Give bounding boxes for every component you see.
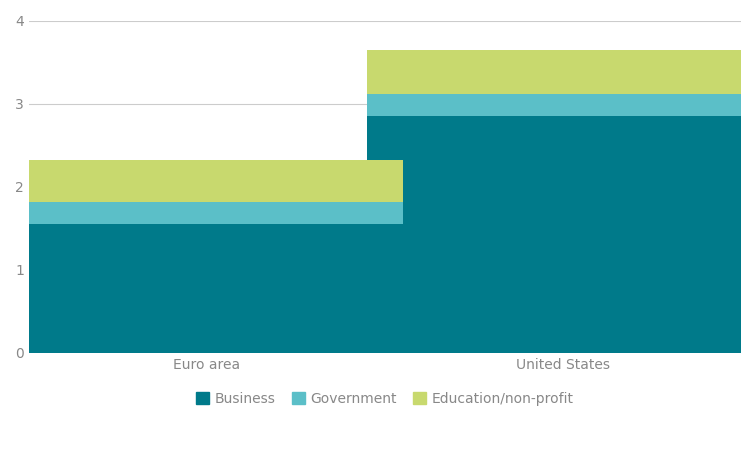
Legend: Business, Government, Education/non-profit: Business, Government, Education/non-prof… — [191, 386, 579, 411]
Bar — [11, 160, 403, 202]
Bar — [367, 116, 756, 353]
Bar — [367, 50, 756, 94]
Bar — [11, 202, 403, 224]
Bar — [367, 94, 756, 116]
Bar — [11, 224, 403, 353]
